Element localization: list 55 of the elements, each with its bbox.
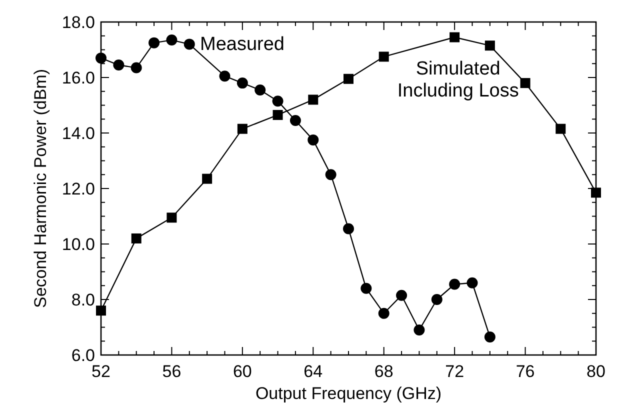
point	[166, 212, 177, 223]
point	[414, 324, 425, 336]
point	[484, 40, 495, 51]
point	[343, 223, 354, 234]
point	[96, 306, 106, 316]
y-axis-title: Second Harmonic Power (dBm)	[31, 68, 50, 308]
point	[237, 124, 248, 134]
x-tick-label: 80	[586, 362, 606, 381]
point	[591, 188, 601, 198]
point	[113, 60, 124, 71]
point	[344, 74, 354, 84]
point	[556, 124, 566, 134]
point	[131, 233, 142, 244]
point	[431, 294, 442, 305]
y-tick-label: 16.0	[62, 68, 95, 88]
point	[308, 94, 318, 105]
point	[166, 34, 178, 46]
legend-label: Measured	[200, 34, 284, 55]
point	[466, 277, 478, 288]
point	[450, 32, 460, 42]
point	[378, 52, 389, 62]
x-tick-label: 68	[374, 362, 394, 381]
x-axis-title: Output Frequency (GHz)	[255, 384, 442, 403]
point	[130, 62, 142, 74]
point	[272, 96, 284, 107]
x-tick-label: 52	[92, 362, 110, 381]
point	[308, 134, 319, 146]
point	[396, 290, 408, 301]
y-tick-label: 6.0	[71, 346, 95, 365]
point	[96, 52, 106, 64]
point	[325, 169, 336, 180]
x-tick-label: 60	[232, 362, 252, 381]
point	[184, 38, 195, 50]
x-tick-label: 56	[162, 362, 182, 381]
y-tick-label: 18.0	[62, 13, 95, 32]
point	[219, 70, 230, 82]
point	[236, 78, 248, 89]
point	[378, 308, 390, 319]
point	[449, 278, 460, 290]
y-tick-label: 10.0	[62, 235, 95, 254]
point	[254, 84, 266, 96]
y-tick-label: 14.0	[62, 124, 95, 143]
y-tick-label: 12.0	[62, 180, 95, 198]
point	[290, 115, 301, 126]
point	[148, 37, 160, 48]
x-tick-label: 76	[516, 362, 535, 381]
point	[520, 78, 530, 88]
point	[360, 282, 372, 294]
y-tick-label: 8.0	[71, 290, 95, 310]
point	[484, 331, 496, 342]
x-tick-label: 64	[304, 362, 323, 381]
series-label: Simulated Including Loss	[397, 58, 519, 102]
x-tick-label: 72	[445, 362, 464, 381]
point	[272, 110, 283, 120]
point	[202, 174, 212, 184]
